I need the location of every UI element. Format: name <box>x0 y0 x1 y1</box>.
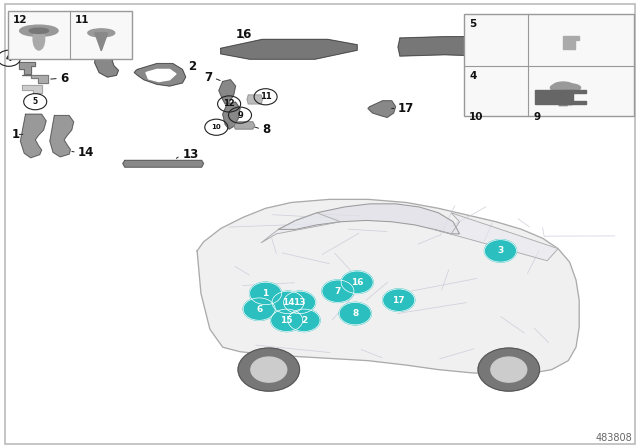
Polygon shape <box>563 36 579 49</box>
Text: 483808: 483808 <box>596 433 632 443</box>
Ellipse shape <box>556 84 580 92</box>
Text: 10: 10 <box>469 112 484 122</box>
Polygon shape <box>557 90 570 106</box>
Polygon shape <box>247 95 262 104</box>
Text: 7: 7 <box>335 287 341 296</box>
Ellipse shape <box>33 28 45 50</box>
Circle shape <box>383 289 415 311</box>
Polygon shape <box>22 85 42 93</box>
Polygon shape <box>221 39 357 59</box>
Ellipse shape <box>550 83 576 92</box>
Polygon shape <box>19 62 35 74</box>
Text: 11: 11 <box>260 92 271 101</box>
Text: 17: 17 <box>398 102 414 115</box>
Text: 1: 1 <box>12 128 20 141</box>
Polygon shape <box>535 90 586 104</box>
Text: 15: 15 <box>97 31 114 45</box>
Polygon shape <box>261 213 340 243</box>
Bar <box>464 14 634 116</box>
Text: 4: 4 <box>469 71 477 81</box>
Text: 2: 2 <box>301 316 307 325</box>
Circle shape <box>251 357 287 382</box>
Polygon shape <box>134 64 186 86</box>
Polygon shape <box>123 160 204 167</box>
Circle shape <box>341 271 373 293</box>
Text: 3: 3 <box>573 36 581 49</box>
Polygon shape <box>95 33 108 51</box>
Ellipse shape <box>553 82 573 90</box>
Circle shape <box>288 309 320 332</box>
Circle shape <box>272 291 304 314</box>
Text: 5: 5 <box>469 19 476 29</box>
Text: 6: 6 <box>256 305 262 314</box>
Text: 9: 9 <box>237 111 243 120</box>
Polygon shape <box>219 80 236 104</box>
Text: 3: 3 <box>497 246 504 255</box>
Text: 6: 6 <box>60 72 68 85</box>
Text: 12: 12 <box>13 15 28 25</box>
Text: 13: 13 <box>293 298 306 307</box>
Polygon shape <box>278 204 460 234</box>
Polygon shape <box>197 199 579 374</box>
Bar <box>8 11 132 59</box>
Text: 15: 15 <box>280 316 293 325</box>
Text: 7: 7 <box>204 70 212 84</box>
Text: 1: 1 <box>262 289 269 298</box>
Ellipse shape <box>88 29 115 37</box>
Circle shape <box>484 240 516 262</box>
Text: 14: 14 <box>78 146 95 159</box>
Polygon shape <box>22 75 48 83</box>
Text: 9: 9 <box>534 112 541 122</box>
Circle shape <box>491 357 527 382</box>
Circle shape <box>250 282 282 305</box>
Circle shape <box>478 348 540 391</box>
Circle shape <box>238 348 300 391</box>
Polygon shape <box>398 37 562 62</box>
Polygon shape <box>223 102 240 129</box>
Text: 16: 16 <box>351 278 364 287</box>
Polygon shape <box>146 69 176 82</box>
Text: 8: 8 <box>262 123 271 137</box>
Polygon shape <box>559 88 568 101</box>
Text: 12: 12 <box>223 99 235 108</box>
Circle shape <box>243 298 275 320</box>
Circle shape <box>339 302 371 325</box>
Polygon shape <box>50 116 74 157</box>
Circle shape <box>322 280 354 302</box>
Polygon shape <box>95 43 118 77</box>
Text: 11: 11 <box>76 15 90 25</box>
Text: 17: 17 <box>392 296 405 305</box>
Text: 5: 5 <box>33 97 38 106</box>
Ellipse shape <box>29 28 49 34</box>
Text: 14: 14 <box>282 298 294 307</box>
Circle shape <box>271 309 303 332</box>
Text: 10: 10 <box>211 124 221 130</box>
Text: 2: 2 <box>188 60 196 73</box>
Ellipse shape <box>20 25 58 36</box>
Polygon shape <box>368 101 396 117</box>
Circle shape <box>284 291 316 314</box>
Polygon shape <box>20 114 46 158</box>
Text: 13: 13 <box>182 148 198 161</box>
Text: 4: 4 <box>6 53 12 63</box>
Text: 16: 16 <box>236 28 252 42</box>
Text: 8: 8 <box>352 309 358 318</box>
Polygon shape <box>234 122 255 129</box>
Polygon shape <box>563 90 574 105</box>
Polygon shape <box>434 213 558 261</box>
